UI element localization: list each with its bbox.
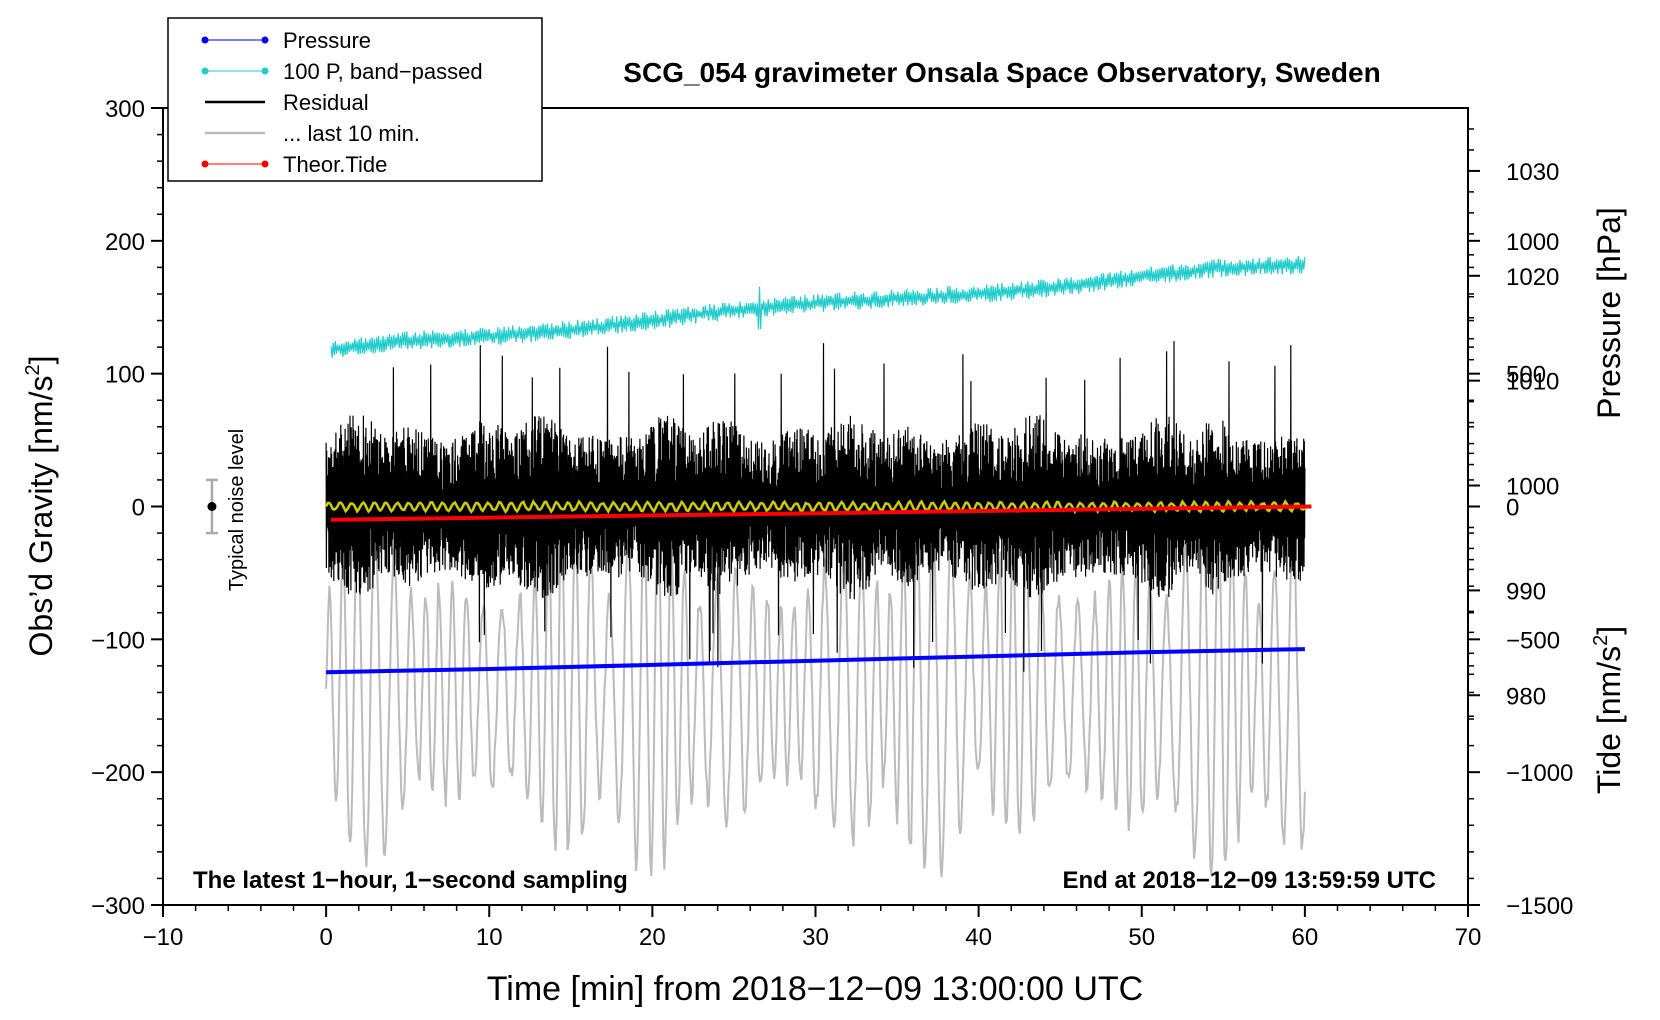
y-tick-label-tide-0: 1000	[1506, 229, 1559, 256]
axis-layer: −10 0 10 20 30 40 50 60 703002001000−100−200−300…	[91, 96, 1573, 951]
y-tick-label-pressure-1: 1020	[1506, 264, 1559, 291]
legend-label-4: Theor.Tide	[283, 152, 387, 177]
y-tick-label-gravity-0: 300	[105, 96, 145, 123]
y-tick-label-tide-4: −1000	[1506, 760, 1573, 787]
legend-item-0: Pressure	[201, 28, 371, 53]
y-tick-label-gravity-5: −200	[91, 760, 145, 787]
legend-marker-1	[261, 67, 269, 75]
x-axis-label: Time [min] from 2018−12−09 13:00:00 UTC	[487, 970, 1143, 1008]
series-pressure-band-passed	[330, 255, 1306, 358]
y-tick-label-tide-2: 0	[1506, 495, 1519, 522]
x-tick-label-3: 20	[639, 924, 666, 951]
noise-bar-center-dot	[207, 502, 217, 511]
y-tick-label-gravity-6: −300	[91, 893, 145, 920]
y-axis-label-gravity: Obs’d Gravity [nm/s2]	[22, 356, 59, 657]
series-theoretical-tide	[330, 504, 1312, 522]
y-tick-label-pressure-4: 990	[1506, 578, 1546, 605]
legend-item-3: ... last 10 min.	[205, 121, 420, 146]
y-axis-label-tide-sup: 2	[1590, 635, 1612, 646]
y-tick-label-tide-3: −500	[1506, 627, 1560, 654]
y-tick-label-gravity-4: −100	[91, 627, 145, 654]
y-tick-label-tide-5: −1500	[1506, 893, 1573, 920]
noise-level-indicator	[205, 478, 218, 535]
legend-marker-1	[201, 67, 209, 75]
y-tick-label-gravity-1: 200	[105, 229, 145, 256]
y-tick-label-pressure-0: 1030	[1506, 159, 1559, 186]
y-axis-label-gravity-close: ]	[23, 356, 59, 365]
legend-label-0: Pressure	[283, 28, 371, 53]
series-layer	[324, 255, 1312, 878]
chart-title: SCG_054 gravimeter Onsala Space Observat…	[623, 57, 1380, 88]
legend-marker-4	[201, 160, 209, 168]
y-tick-label-gravity-2: 100	[105, 362, 145, 389]
x-tick-label-7: 60	[1292, 924, 1319, 951]
x-tick-label-5: 40	[965, 924, 992, 951]
legend-items: Pressure 100 P, band−passed Residual ... la…	[201, 28, 483, 177]
series-pressure	[326, 647, 1305, 675]
legend-marker-0	[261, 36, 269, 44]
legend-label-3: ... last 10 min.	[283, 121, 420, 146]
series-last-10-min	[325, 504, 1306, 878]
y-axis-label-tide-close: ]	[1591, 626, 1627, 635]
y-tick-label-pressure-3: 1000	[1506, 474, 1559, 501]
sampling-annotation: The latest 1−hour, 1−second sampling	[193, 867, 628, 894]
x-tick-label-1: 0	[319, 924, 332, 951]
x-tick-label-6: 50	[1128, 924, 1155, 951]
x-tick-label-0: −10	[143, 924, 184, 951]
y-tick-label-gravity-3: 0	[132, 495, 145, 522]
legend-marker-0	[201, 36, 209, 44]
legend-marker-4	[261, 160, 269, 168]
y-tick-label-pressure-5: 980	[1506, 683, 1546, 710]
end-time-annotation: End at 2018−12−09 13:59:59 UTC	[1062, 867, 1436, 894]
legend-item-4: Theor.Tide	[201, 152, 387, 177]
legend-label-2: Residual	[283, 90, 369, 115]
legend-box	[167, 17, 543, 182]
x-tick-label-2: 10	[476, 924, 503, 951]
y-axis-label-tide: Tide [nm/s2]	[1590, 626, 1627, 794]
legend-item-1: 100 P, band−passed	[201, 59, 483, 84]
noise-level-label: Typical noise level	[226, 429, 248, 591]
y-tick-label-tide-1: 500	[1506, 362, 1546, 389]
x-tick-label-4: 30	[802, 924, 829, 951]
y-tick-label-pressure-2: 1010	[1506, 369, 1559, 396]
legend: Pressure 100 P, band−passed Residual ... la…	[167, 17, 543, 182]
x-tick-label-8: 70	[1455, 924, 1482, 951]
legend-label-1: 100 P, band−passed	[283, 59, 483, 84]
legend-item-2: Residual	[205, 90, 369, 115]
y-axis-label-gravity-text: Obs’d Gravity [nm/s	[23, 376, 59, 657]
series-residual	[325, 341, 1306, 672]
y-axis-label-gravity-sup: 2	[22, 364, 44, 375]
y-axis-label-tide-text: Tide [nm/s	[1591, 646, 1627, 794]
y-axis-label-pressure: Pressure [hPa]	[1591, 207, 1627, 419]
